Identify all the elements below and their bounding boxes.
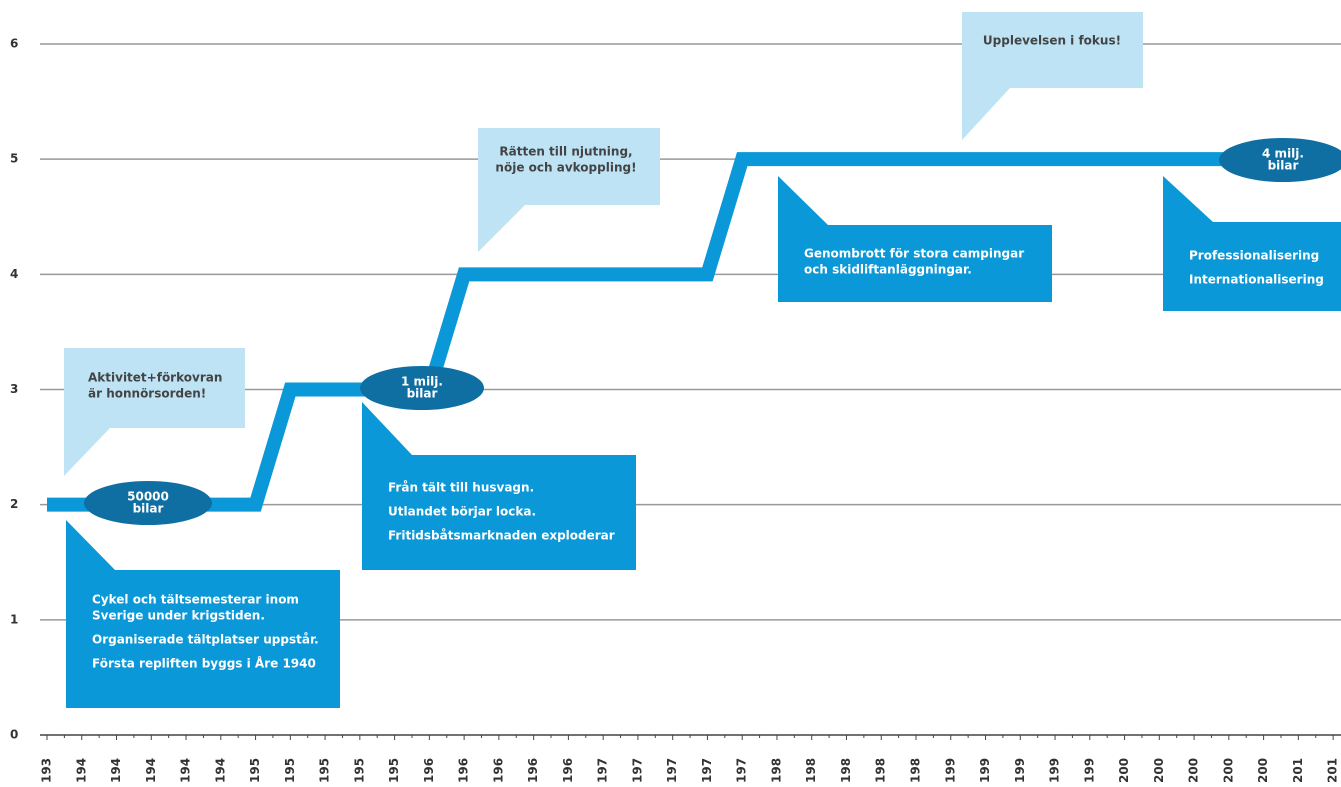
step-line [47,152,1334,512]
note-text: Aktivitet+förkovran [88,371,222,385]
note-text: nöje och avkoppling! [495,161,636,175]
badge-text: bilar [1268,159,1299,173]
x-tick-label: 200 [1221,758,1235,783]
x-tick-label: 195 [352,758,366,783]
x-tick-label: 194 [213,758,227,783]
y-tick-label: 3 [10,382,18,396]
note-text: är honnörsorden! [88,387,206,401]
box-text: och skidliftanläggningar. [804,263,972,277]
x-tick-label: 199 [1013,758,1027,783]
x-tick-label: 197 [596,758,610,783]
note-tail [478,205,525,252]
badge-text: bilar [407,387,438,401]
box-tail [362,402,412,455]
y-tick-label: 0 [10,728,18,742]
x-tick-label: 197 [665,758,679,783]
badge [360,366,484,410]
y-tick-label: 5 [10,152,18,166]
badge [1219,138,1341,182]
note-tail [64,428,110,476]
box [362,455,636,570]
y-tick-label: 6 [10,37,18,51]
x-tick-label: 201 [1326,758,1340,783]
badge-text: 1 milj. [401,375,443,389]
x-tick-label: 195 [248,758,262,783]
x-tick-label: 199 [1048,758,1062,783]
x-tick-label: 194 [144,758,158,783]
box [778,225,1052,302]
box-text: Internationalisering [1189,273,1324,287]
box [1163,222,1341,311]
x-tick-label: 194 [179,758,193,783]
x-tick-label: 201 [1291,758,1305,783]
box-tail [66,520,115,570]
box-text: Utlandet börjar locka. [388,505,536,519]
x-tick-label: 198 [804,758,818,783]
x-tick-label: 199 [943,758,957,783]
badge-text: 50000 [127,490,169,504]
note [64,348,245,428]
box-text: Professionalisering [1189,249,1319,263]
box-tail [1163,176,1213,222]
x-tick-label: 197 [700,758,714,783]
x-tick-label: 195 [387,758,401,783]
box [66,570,340,708]
x-tick-label: 193 [40,758,54,783]
badge-text: 4 milj. [1262,147,1304,161]
box-text: Från tält till husvagn. [388,481,534,495]
x-tick-label: 195 [318,758,332,783]
x-tick-label: 199 [978,758,992,783]
box-text: Cykel och tältsemesterar inom [92,593,299,607]
x-tick-label: 196 [457,758,471,783]
note-text: Upplevelsen i fokus! [983,34,1121,48]
x-tick-label: 196 [526,758,540,783]
box-tail [778,176,828,225]
x-tick-label: 196 [561,758,575,783]
note [478,128,660,205]
x-tick-label: 200 [1187,758,1201,783]
box-text: Organiserade tältplatser uppstår. [92,633,319,647]
x-tick-label: 196 [491,758,505,783]
box-text: Genombrott för stora campingar [804,247,1024,261]
box-text: Första repliften byggs i Åre 1940 [92,656,316,671]
note [962,12,1143,88]
x-tick-label: 200 [1256,758,1270,783]
box-text: Fritidsbåtsmarknaden exploderar [388,529,615,543]
x-tick-label: 194 [74,758,88,783]
x-tick-label: 198 [874,758,888,783]
x-tick-label: 197 [735,758,749,783]
x-tick-label: 198 [909,758,923,783]
y-tick-label: 4 [10,267,18,281]
y-tick-label: 2 [10,497,18,511]
note-tail [962,88,1010,140]
x-tick-label: 196 [422,758,436,783]
badge-text: bilar [133,502,164,516]
x-tick-label: 197 [630,758,644,783]
x-tick-label: 198 [839,758,853,783]
x-tick-label: 200 [1117,758,1131,783]
x-tick-label: 194 [109,758,123,783]
x-tick-label: 195 [283,758,297,783]
x-tick-label: 199 [1082,758,1096,783]
note-text: Rätten till njutning, [499,145,632,159]
x-tick-label: 198 [769,758,783,783]
x-tick-label: 200 [1152,758,1166,783]
box-text: Sverige under krigstiden. [92,609,265,623]
y-tick-label: 1 [10,612,18,626]
badge [84,481,212,525]
